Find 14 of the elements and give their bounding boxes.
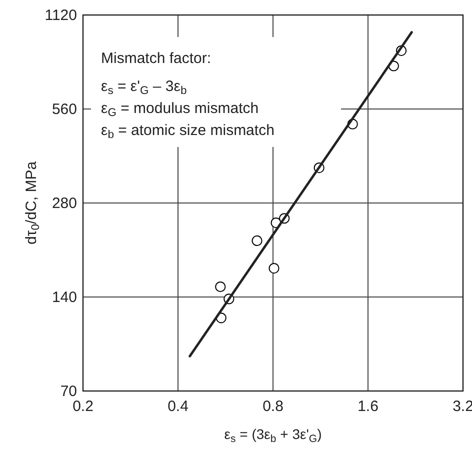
annotation: ε$_{G}$ = modulus mismatch — [101, 100, 259, 119]
annotation: ε$_{b}$ = atomic size mismatch — [101, 122, 274, 141]
annotation: ε$_{s}$ = ε'$_{G}$ – 3ε$_{b}$ — [101, 78, 187, 97]
annotation: Mismatch factor: — [101, 50, 212, 67]
y-tick-label: 140 — [52, 289, 77, 306]
y-tick-label: 280 — [52, 195, 77, 212]
x-tick-label: 0.8 — [262, 398, 284, 415]
x-axis-title: ε$_{s}$ = (3ε$_{b}$ + 3ε'$_{G}$) — [224, 426, 322, 445]
y-tick-label: 70 — [60, 383, 77, 400]
y-tick-label: 560 — [52, 101, 77, 118]
x-tick-label: 0.4 — [168, 398, 188, 415]
x-tick-label: 0.2 — [72, 398, 94, 415]
y-tick-label: 1120 — [44, 7, 77, 24]
x-tick-label: 1.6 — [358, 398, 378, 415]
